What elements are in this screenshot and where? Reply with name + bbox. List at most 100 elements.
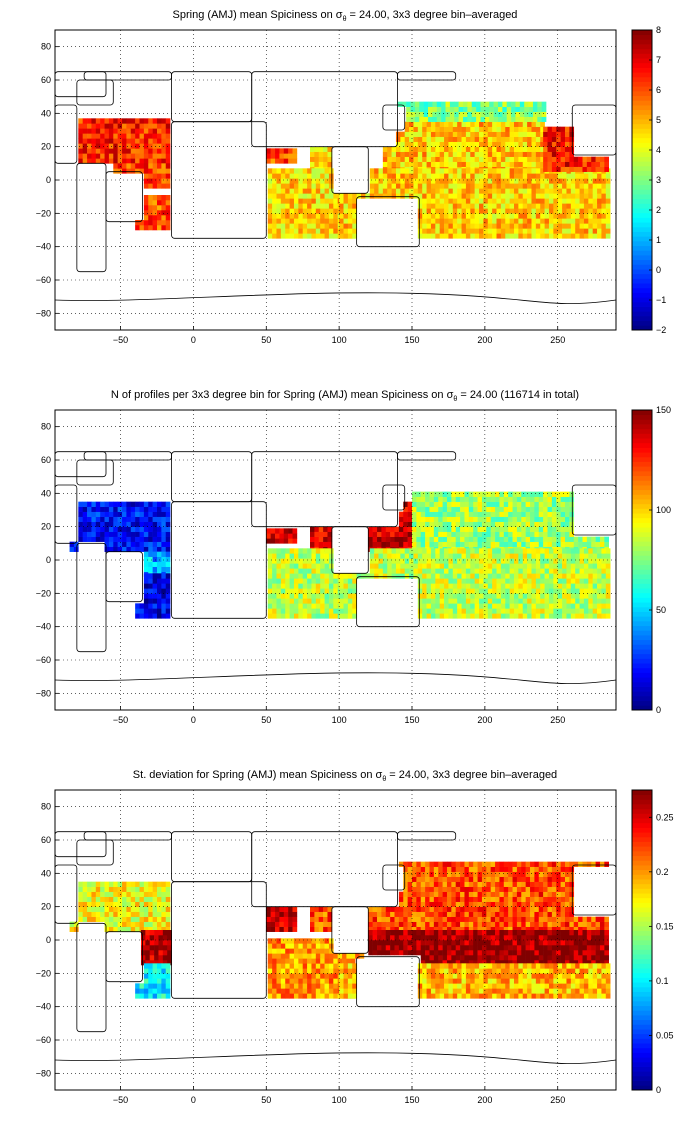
heatmap-cell (512, 506, 518, 512)
heatmap-cell (409, 126, 414, 132)
heatmap-cell (451, 526, 457, 532)
heatmap-cell (298, 603, 304, 609)
heatmap-cell (509, 151, 515, 157)
colorbar-tick-label: 0 (656, 265, 661, 275)
heatmap-cell (592, 208, 598, 214)
heatmap-cell (337, 958, 343, 964)
heatmap-cell (400, 146, 406, 152)
heatmap-cell (556, 491, 561, 497)
heatmap-cell (522, 218, 528, 224)
heatmap-cell (165, 588, 171, 594)
heatmap-cell (385, 911, 391, 917)
heatmap-cell (293, 583, 299, 589)
heatmap-cell (592, 573, 598, 579)
heatmap-cell (565, 496, 570, 502)
heatmap-cell (139, 506, 145, 512)
heatmap-cell (575, 233, 580, 239)
heatmap-cell (267, 553, 273, 559)
heatmap-cell (538, 536, 544, 542)
heatmap-cell (468, 921, 474, 927)
heatmap-cell (457, 208, 462, 214)
heatmap-cell (320, 558, 325, 564)
heatmap-cell (95, 916, 101, 922)
heatmap-cell (78, 128, 83, 134)
heatmap-cell (553, 203, 559, 209)
heatmap-cell (152, 526, 158, 532)
coastline-segment (76, 459, 114, 486)
heatmap-cell (531, 126, 537, 132)
heatmap-cell (429, 516, 435, 522)
heatmap-cell (556, 126, 561, 132)
heatmap-cell (413, 553, 419, 559)
heatmap-cell (143, 901, 149, 907)
heatmap-cell (483, 218, 489, 224)
heatmap-cell (433, 921, 439, 927)
heatmap-cell (135, 536, 140, 542)
heatmap-cell (324, 963, 330, 969)
heatmap-cell (522, 228, 528, 234)
heatmap-cell (310, 146, 315, 152)
heatmap-cell (556, 531, 561, 537)
heatmap-cell (130, 153, 136, 159)
heatmap-cell (569, 496, 575, 502)
heatmap-cell (347, 223, 353, 229)
heatmap-cell (280, 233, 286, 239)
heatmap-cell (461, 218, 467, 224)
heatmap-cell (87, 148, 92, 154)
heatmap-cell (597, 603, 602, 609)
heatmap-cell (91, 901, 97, 907)
heatmap-cell (113, 531, 118, 537)
heatmap-cell (135, 881, 140, 887)
heatmap-cell (569, 136, 575, 142)
heatmap-cell (275, 528, 280, 534)
heatmap-cell (289, 168, 295, 174)
heatmap-cell (516, 531, 522, 537)
heatmap-cell (139, 906, 145, 912)
heatmap-cell (465, 593, 471, 599)
heatmap-cell (495, 541, 500, 547)
heatmap-cell (157, 128, 162, 134)
heatmap-cell (139, 501, 145, 507)
heatmap-cell (272, 593, 277, 599)
heatmap-cell (535, 183, 541, 189)
heatmap-cell (270, 533, 276, 539)
heatmap-cell (311, 208, 317, 214)
colorbar-swatch (632, 62, 652, 68)
heatmap-cell (283, 528, 289, 534)
heatmap-cell (465, 583, 471, 589)
heatmap-cell (135, 516, 140, 522)
heatmap-cell (486, 876, 491, 882)
heatmap-cell (426, 151, 432, 157)
heatmap-cell (428, 101, 433, 107)
heatmap-cell (435, 603, 440, 609)
heatmap-cell (505, 603, 510, 609)
heatmap-cell (496, 598, 502, 604)
heatmap-cell (157, 138, 162, 144)
heatmap-cell (483, 233, 489, 239)
heatmap-cell (430, 573, 436, 579)
heatmap-cell (352, 193, 357, 199)
heatmap-cell (302, 233, 308, 239)
heatmap-cell (522, 198, 528, 204)
heatmap-cell (157, 183, 162, 189)
heatmap-cell (599, 166, 605, 172)
heatmap-cell (143, 546, 149, 552)
heatmap-cell (117, 138, 123, 144)
heatmap-cell (320, 553, 325, 559)
heatmap-cell (165, 896, 171, 902)
heatmap-cell (582, 536, 588, 542)
heatmap-cell (430, 218, 436, 224)
heatmap-cell (347, 588, 353, 594)
heatmap-cell (280, 608, 286, 614)
heatmap-cell (479, 558, 484, 564)
heatmap-cell (487, 558, 493, 564)
heatmap-cell (483, 161, 489, 167)
heatmap-cell (518, 598, 524, 604)
heatmap-cell (476, 111, 481, 117)
heatmap-cell (328, 223, 334, 229)
heatmap-cell (276, 993, 282, 999)
heatmap-cell (409, 193, 414, 199)
heatmap-cell (152, 556, 158, 562)
heatmap-cell (108, 526, 114, 532)
heatmap-cell (339, 578, 344, 584)
